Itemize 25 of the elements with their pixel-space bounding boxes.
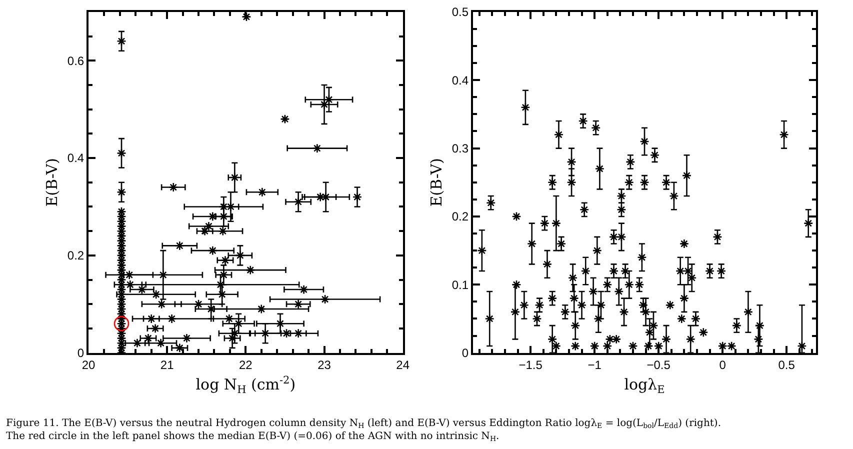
y-tick-label: 0.4 bbox=[452, 73, 469, 88]
x-tick-label: 22 bbox=[238, 358, 253, 372]
y-tick-label: 0.6 bbox=[67, 54, 84, 68]
y-tick-label: 0 bbox=[77, 346, 84, 360]
y-tick-label: 0.2 bbox=[452, 210, 469, 224]
y-tick-label: 0.1 bbox=[452, 278, 469, 292]
x-tick-label: 24 bbox=[396, 358, 410, 372]
y-tick-label: 0.5 bbox=[452, 5, 469, 20]
x-tick-label: −0.5 bbox=[646, 358, 671, 372]
x-axis-title: logλ$_{E}$ bbox=[624, 376, 665, 396]
x-axis-title: log N$_{H}$ (cm$^{-2}$) bbox=[196, 374, 296, 396]
y-tick-label: 0.2 bbox=[67, 248, 84, 263]
x-tick-label: −1.5 bbox=[518, 358, 543, 372]
y-axis-title: E(B-V) bbox=[43, 158, 62, 207]
x-tick-label: 0.5 bbox=[778, 358, 796, 372]
x-tick-label: 20 bbox=[82, 358, 96, 372]
y-tick-label: 0.4 bbox=[67, 151, 84, 166]
y-tick-label: 0.3 bbox=[452, 142, 469, 156]
x-tick-label: 23 bbox=[318, 358, 332, 372]
x-tick-label: 21 bbox=[160, 358, 174, 372]
text: Figure 11. The E(B-V) versus the neutral Hydrogen column density N$_{H}$ (left) and E(B-V) versus Eddington Ratio logλ$_{E}$ = log(L$_{bol}$/L$_{Edd}$) (right). The red circle in the left panel shows the median E(B-V) (=0.06) of the AGN with no intrinsic N$_{H}$. bbox=[6, 418, 721, 444]
x-tick-label: −1 bbox=[588, 358, 602, 372]
x-tick-label: 0 bbox=[719, 358, 726, 372]
y-tick-label: 0 bbox=[462, 346, 469, 360]
y-axis-title: E(B-V) bbox=[428, 158, 446, 207]
